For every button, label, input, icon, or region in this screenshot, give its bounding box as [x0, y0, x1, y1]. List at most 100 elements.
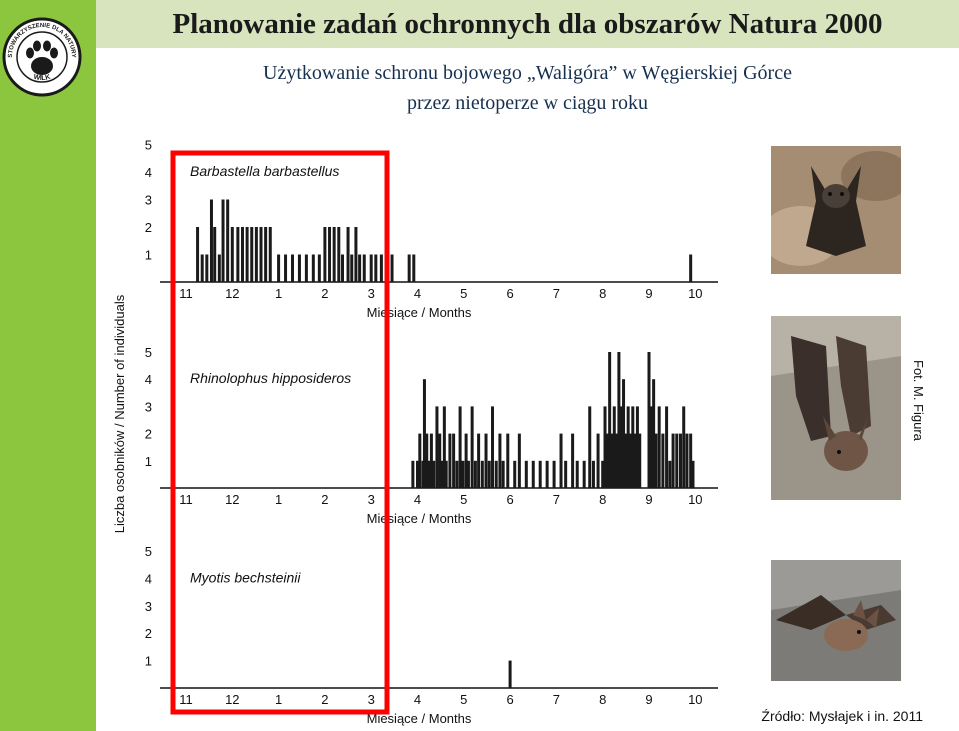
- photo-rhinolophus-hipposideros: [771, 316, 901, 500]
- data-bar: [230, 227, 234, 282]
- y-tick-label: 2: [145, 220, 152, 235]
- data-bar: [277, 254, 281, 282]
- data-bar: [682, 406, 686, 488]
- data-bar: [591, 460, 595, 488]
- data-bar: [358, 254, 362, 282]
- x-tick-label: 12: [225, 692, 239, 707]
- y-tick-label: 5: [145, 345, 152, 360]
- x-tick-label: 10: [688, 286, 702, 301]
- data-bar: [603, 406, 607, 488]
- x-tick-label: 5: [460, 492, 467, 507]
- data-bar: [416, 460, 419, 488]
- x-tick-label: 9: [645, 692, 652, 707]
- data-bar: [317, 254, 321, 282]
- y-tick-label: 1: [145, 248, 152, 263]
- data-bar: [654, 433, 658, 488]
- data-bar: [524, 460, 528, 488]
- data-bar: [422, 379, 426, 488]
- data-bar: [328, 227, 332, 282]
- x-axis-title: Miesiące / Months: [367, 711, 472, 726]
- x-tick-label: 9: [645, 492, 652, 507]
- x-tick-label: 1: [275, 286, 282, 301]
- data-bar: [596, 433, 600, 488]
- data-bar: [304, 254, 308, 282]
- data-bar: [564, 460, 568, 488]
- data-bar: [432, 460, 436, 488]
- x-tick-label: 11: [179, 286, 193, 301]
- x-tick-label: 1: [275, 492, 282, 507]
- data-bar: [362, 254, 366, 282]
- data-bar: [615, 433, 619, 488]
- x-tick-label: 9: [645, 286, 652, 301]
- data-bar: [259, 227, 263, 282]
- data-bar: [435, 406, 439, 488]
- logo-stowarzyszenie-wilk: STOWARZYSZENIE DLA NATURY WILK: [2, 17, 82, 97]
- data-bar: [461, 460, 465, 488]
- data-bar: [513, 460, 517, 488]
- y-axis-shared-label: Liczba osobników / Number of individuals: [112, 294, 127, 533]
- y-tick-label: 1: [145, 454, 152, 469]
- data-bar: [297, 254, 301, 282]
- x-tick-label: 6: [506, 692, 513, 707]
- x-tick-label: 6: [506, 492, 513, 507]
- data-bar: [250, 227, 254, 282]
- data-bar: [671, 433, 675, 488]
- data-bar: [517, 433, 521, 488]
- data-bar: [240, 227, 244, 282]
- data-bar: [484, 433, 488, 488]
- data-bar: [571, 433, 575, 488]
- y-tick-label: 4: [145, 165, 152, 180]
- data-bar: [619, 406, 623, 488]
- data-bar: [340, 254, 344, 282]
- x-axis-title: Miesiące / Months: [367, 305, 472, 320]
- data-bar: [379, 254, 383, 282]
- x-tick-label: 3: [368, 492, 375, 507]
- data-bar: [545, 460, 549, 488]
- series-label: Rhinolophus hipposideros: [190, 370, 351, 386]
- data-bar: [444, 460, 448, 488]
- data-bar: [311, 254, 315, 282]
- data-bar: [508, 660, 512, 688]
- data-bar: [559, 433, 563, 488]
- x-tick-label: 4: [414, 692, 421, 707]
- data-bar: [552, 460, 556, 488]
- data-bar: [268, 227, 272, 282]
- data-bar: [610, 433, 614, 488]
- data-bar: [429, 433, 433, 488]
- data-bar: [332, 227, 336, 282]
- data-bar: [588, 406, 592, 488]
- data-bar: [350, 254, 354, 282]
- data-bar: [464, 433, 468, 488]
- data-bar: [354, 227, 358, 282]
- data-bar: [477, 433, 481, 488]
- data-bar: [678, 433, 682, 488]
- data-bar: [675, 433, 679, 488]
- x-tick-label: 3: [368, 692, 375, 707]
- data-bar: [601, 460, 605, 488]
- series-label: Barbastella barbastellus: [190, 163, 339, 179]
- series-label: Myotis bechsteinii: [190, 569, 301, 585]
- x-tick-label: 11: [179, 492, 193, 507]
- y-tick-label: 5: [145, 544, 152, 559]
- page-title: Planowanie zadań ochronnych dla obszarów…: [172, 8, 883, 40]
- x-tick-label: 7: [553, 492, 560, 507]
- paw-icon: [26, 40, 58, 75]
- data-bar: [498, 433, 502, 488]
- y-tick-label: 1: [145, 654, 152, 669]
- y-tick-label: 5: [145, 138, 152, 153]
- data-bar: [455, 460, 459, 488]
- data-bar: [221, 199, 225, 282]
- data-bar: [668, 460, 672, 488]
- data-bar: [689, 254, 693, 282]
- data-bar: [440, 460, 444, 488]
- data-bar: [491, 406, 495, 488]
- title-bar: [96, 0, 959, 48]
- x-tick-label: 10: [688, 692, 702, 707]
- photo-myotis-bechsteinii: [771, 560, 901, 681]
- data-bar: [470, 406, 474, 488]
- data-bar: [575, 460, 579, 488]
- x-tick-label: 6: [506, 286, 513, 301]
- x-tick-label: 5: [460, 286, 467, 301]
